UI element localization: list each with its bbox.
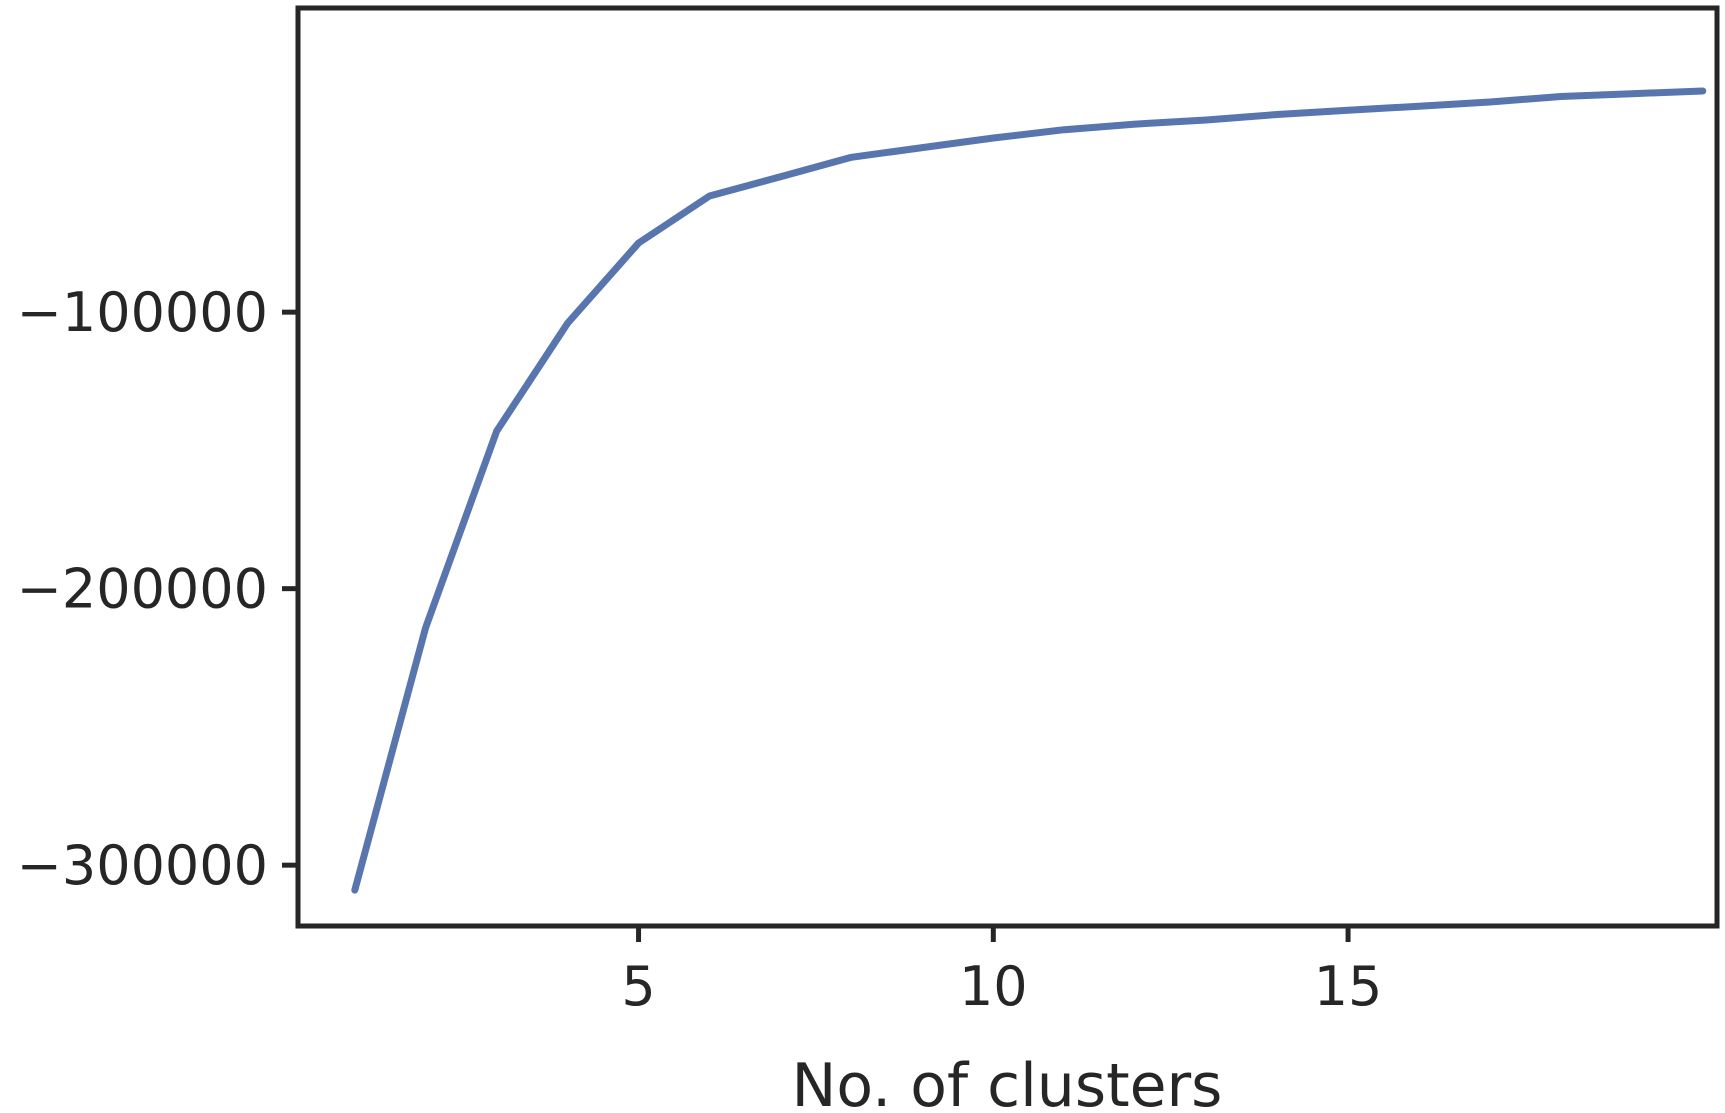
ticks-layer: 5 10 15 −100000 −200000 −300000 — [17, 281, 1383, 1018]
y-tick-label: −300000 — [17, 834, 268, 897]
plot-frame — [295, 5, 1720, 929]
x-tick-label: 5 — [621, 955, 655, 1018]
x-tick-label: 10 — [959, 955, 1028, 1018]
series-line — [351, 87, 1707, 894]
y-tick-label: −200000 — [17, 558, 268, 621]
x-axis-label: No. of clusters — [792, 1051, 1223, 1113]
x-tick-label: 15 — [1314, 955, 1383, 1018]
y-tick-label: −100000 — [17, 281, 268, 344]
